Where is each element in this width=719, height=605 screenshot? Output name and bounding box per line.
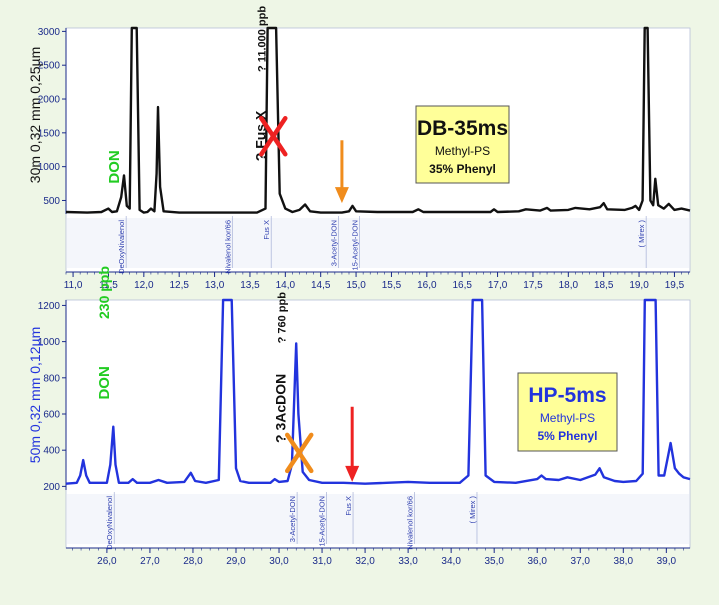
y-axis-title: 50m 0,32 mm 0,12µm bbox=[27, 327, 43, 463]
y-tick-label: 3000 bbox=[38, 27, 61, 38]
y-tick-label: 1000 bbox=[38, 337, 61, 348]
y-tick-label: 500 bbox=[43, 196, 60, 207]
column-info-box bbox=[415, 105, 510, 184]
x-tick-label: 15,0 bbox=[346, 280, 366, 291]
x-tick-label: 17,0 bbox=[488, 280, 508, 291]
column-phase: Methyl-PS bbox=[435, 144, 490, 158]
x-tick-label: 12,0 bbox=[134, 280, 154, 291]
column-name: HP-5ms bbox=[528, 384, 606, 407]
x-tick-label: 37,0 bbox=[571, 556, 591, 567]
x-tick-label: 31,0 bbox=[312, 556, 332, 567]
y-tick-label: 1500 bbox=[38, 128, 61, 139]
cross-marker-stroke bbox=[259, 115, 288, 157]
chromatogram-trace bbox=[65, 26, 691, 214]
y-tick-label: 200 bbox=[43, 482, 60, 493]
x-tick-label: 18,0 bbox=[559, 280, 579, 291]
peak-label: 15-Acetyl-DON bbox=[351, 220, 360, 270]
x-tick-label: 28,0 bbox=[183, 556, 203, 567]
y-tick-label: 400 bbox=[43, 446, 60, 457]
annotation-label: ? 760 ppb bbox=[276, 292, 288, 344]
y-axis-title: 30m 0,32 mm 0,25µm bbox=[27, 47, 43, 183]
x-tick-label: 13,5 bbox=[240, 280, 260, 291]
y-tick-label: 1000 bbox=[38, 162, 61, 173]
x-tick-label: 17,5 bbox=[523, 280, 543, 291]
x-tick-label: 38,0 bbox=[614, 556, 634, 567]
column-phenyl-content: 35% Phenyl bbox=[429, 162, 496, 176]
peak-label: Fus X bbox=[344, 496, 353, 516]
chromatogram-panel-1: 500 1000 1500 2000 2500 3000 11,0 11,5 12,0 12,5 1… bbox=[27, 6, 691, 291]
column-name: DB-35ms bbox=[417, 117, 508, 140]
peak-label: ( Mirex ) bbox=[468, 496, 477, 524]
x-tick-label: 14,5 bbox=[311, 280, 331, 291]
peak-label: 15-Acetyl-DON bbox=[317, 496, 326, 546]
x-tick-label: 11,0 bbox=[64, 280, 83, 291]
peak-label: DeOxyNivalenol bbox=[105, 496, 114, 550]
peak-label-band bbox=[67, 218, 689, 268]
peak-label-band bbox=[67, 494, 689, 544]
x-tick-label: 14,0 bbox=[276, 280, 296, 291]
cross-marker-stroke bbox=[284, 432, 314, 474]
y-tick-label: 2000 bbox=[38, 95, 61, 106]
x-tick-label: 19,5 bbox=[665, 280, 685, 291]
x-tick-label: 18,5 bbox=[594, 280, 614, 291]
annotation-label: 230 ppb bbox=[96, 266, 112, 319]
y-tick-label: 1200 bbox=[38, 301, 61, 312]
x-tick-label: 30,0 bbox=[269, 556, 289, 567]
annotation-label: DON bbox=[96, 366, 113, 399]
x-tick-label: 16,0 bbox=[417, 280, 437, 291]
x-tick-label: 34,0 bbox=[441, 556, 461, 567]
x-tick-label: 16,5 bbox=[452, 280, 472, 291]
peak-label: Nivalenol kor/66 bbox=[223, 220, 232, 274]
x-tick-label: 33,0 bbox=[398, 556, 418, 567]
peak-label: Nivalenol kor/66 bbox=[406, 496, 415, 550]
arrow-head bbox=[345, 465, 360, 482]
column-info-box bbox=[517, 372, 618, 452]
arrow-head bbox=[334, 187, 349, 204]
annotation-label: ? 3AcDON bbox=[272, 374, 288, 443]
column-phase: Methyl-PS bbox=[540, 411, 595, 425]
annotation-label: DON bbox=[106, 150, 123, 183]
x-tick-label: 29,0 bbox=[226, 556, 246, 567]
x-tick-label: 39,0 bbox=[657, 556, 677, 567]
x-tick-label: 12,5 bbox=[169, 280, 189, 291]
y-tick-label: 800 bbox=[43, 373, 60, 384]
y-tick-label: 600 bbox=[43, 410, 60, 421]
x-tick-label: 36,0 bbox=[527, 556, 547, 567]
x-tick-label: 26,0 bbox=[97, 556, 117, 567]
y-tick-label: 2500 bbox=[38, 61, 61, 72]
chromatogram-trace bbox=[65, 298, 691, 485]
x-tick-label: 11,5 bbox=[99, 280, 118, 291]
chromatogram-panel-2: 200 400 600 800 1000 1200 26,0 27,0 28,0 29,0 30,0… bbox=[27, 266, 691, 567]
x-tick-label: 13,0 bbox=[205, 280, 225, 291]
peak-label: 3-Acetyl-DON bbox=[329, 220, 338, 266]
x-tick-label: 35,0 bbox=[484, 556, 504, 567]
peak-label: 3-Acetyl-DON bbox=[288, 496, 297, 542]
x-tick-label: 19,0 bbox=[629, 280, 649, 291]
column-phenyl-content: 5% Phenyl bbox=[537, 429, 597, 443]
peak-label: Fus X bbox=[262, 220, 271, 240]
x-tick-label: 27,0 bbox=[140, 556, 160, 567]
peak-label: DeOxyNivalenol bbox=[117, 220, 126, 274]
annotation-label: ? 11.000 ppb bbox=[257, 6, 269, 72]
peak-label: ( Mirex ) bbox=[637, 220, 646, 248]
x-tick-label: 15,5 bbox=[382, 280, 402, 291]
x-tick-label: 32,0 bbox=[355, 556, 375, 567]
